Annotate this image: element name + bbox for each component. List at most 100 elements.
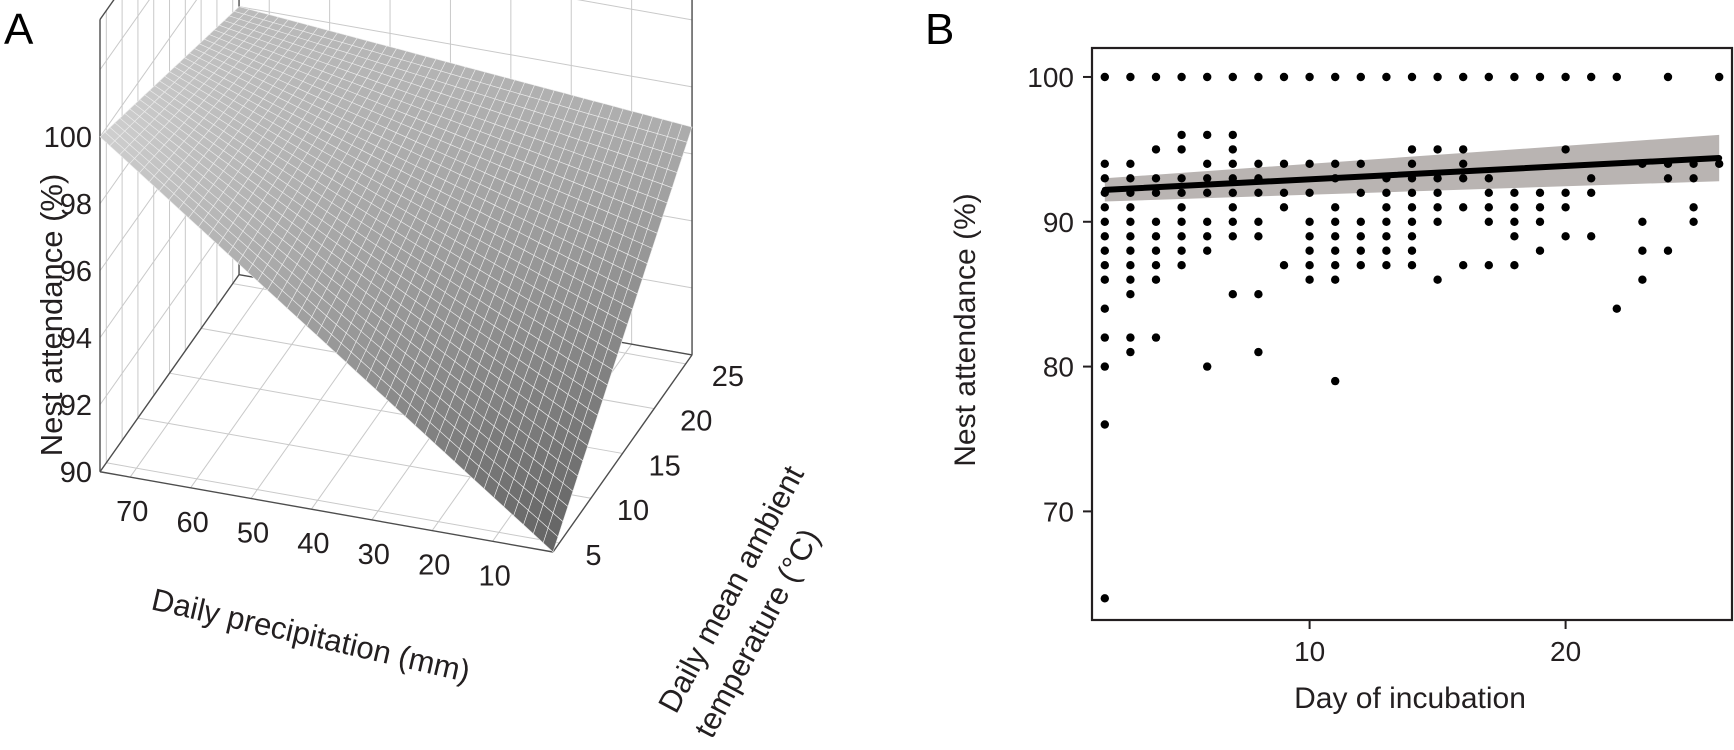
data-point (1459, 261, 1468, 270)
data-point (1510, 72, 1519, 82)
y-tick-label: 10 (617, 495, 649, 527)
data-point (1228, 217, 1238, 226)
data-point (1151, 275, 1161, 284)
data-point (1254, 188, 1263, 197)
data-point (1433, 203, 1442, 212)
data-point (1715, 72, 1724, 82)
data-point (1254, 347, 1263, 357)
data-point (1305, 188, 1314, 197)
data-point (1382, 188, 1391, 197)
data-point (1356, 188, 1366, 197)
data-point (1126, 232, 1135, 241)
x-tick-label: 70 (116, 496, 148, 528)
data-point (1254, 72, 1263, 82)
data-point (1151, 333, 1161, 342)
data-point (1407, 217, 1417, 226)
data-point (1484, 203, 1494, 212)
panel-b-letter: B (925, 5, 954, 54)
data-point (1689, 217, 1698, 226)
data-point (1279, 72, 1289, 82)
floor-gridline (129, 279, 270, 478)
data-point (1126, 159, 1135, 168)
x-tick-label: 10 (478, 560, 510, 592)
panel-a-z-axis-label: Nest attendance (%) (34, 174, 69, 457)
z-tick-label: 96 (60, 256, 92, 288)
data-point (1177, 188, 1186, 197)
data-point (1407, 72, 1417, 82)
panel-a-surface (99, 6, 693, 553)
data-point (1203, 232, 1212, 241)
data-point (1407, 246, 1417, 255)
data-point (1254, 159, 1263, 168)
data-point (1100, 217, 1110, 226)
x-tick-label: 10 (1294, 636, 1325, 667)
data-point (1203, 174, 1212, 183)
data-point (1100, 304, 1110, 313)
data-point (1100, 333, 1110, 342)
z-tick-label: 92 (60, 390, 92, 422)
data-point (1638, 275, 1647, 284)
data-point (1407, 203, 1417, 212)
data-point (1100, 420, 1110, 429)
data-point (1459, 72, 1468, 82)
side-wall-gridline (238, 6, 693, 88)
data-point (1459, 159, 1468, 168)
data-point (1228, 159, 1238, 168)
data-point (1382, 72, 1391, 82)
data-point (1459, 174, 1468, 183)
data-point (1510, 217, 1519, 226)
data-point (1177, 72, 1186, 82)
data-point (1100, 275, 1110, 284)
box-edge (99, 471, 554, 553)
data-point (1331, 376, 1340, 386)
data-point (1126, 246, 1135, 255)
data-point (1279, 261, 1289, 270)
data-point (1561, 203, 1570, 212)
data-point (1689, 174, 1698, 183)
data-point (1151, 261, 1161, 270)
data-point (1100, 159, 1110, 168)
data-point (1484, 261, 1494, 270)
data-point (1228, 72, 1238, 82)
data-point (1715, 159, 1724, 168)
panel-a-letter: A (4, 5, 34, 54)
panel-b-scatter: B 70 80 90 100 10 20 Nest attendance (%) Day … (925, 5, 1734, 715)
data-point (1382, 261, 1391, 270)
data-point (1382, 203, 1391, 212)
data-point (1561, 232, 1570, 241)
data-point (1203, 362, 1212, 371)
regression-line (1101, 155, 1723, 193)
data-point (1126, 333, 1135, 342)
z-tick-label: 100 (44, 122, 92, 154)
data-point (1407, 145, 1417, 154)
data-point (1254, 217, 1263, 226)
data-point (1331, 261, 1340, 270)
x-tick-label: 40 (297, 528, 329, 560)
y-tick-label: 5 (585, 540, 601, 572)
data-point (1407, 188, 1417, 197)
data-point (1177, 261, 1186, 270)
data-point (1126, 275, 1135, 284)
floor-gridline (106, 462, 560, 544)
data-point (1254, 232, 1263, 241)
data-point (1382, 232, 1391, 241)
data-point (1331, 246, 1340, 255)
panel-a-x-axis-label: Daily precipitation (mm) (148, 582, 473, 689)
panel-b-x-axis-label: Day of incubation (1294, 682, 1526, 715)
y-tick-label: 25 (712, 361, 744, 393)
data-point (1228, 203, 1238, 212)
data-point (1407, 159, 1417, 168)
panel-b-points (1100, 72, 1724, 603)
data-point (1356, 232, 1366, 241)
data-point (1228, 145, 1238, 154)
back-wall-gridline (99, 0, 198, 138)
z-tick-label: 98 (60, 189, 92, 221)
data-point (1151, 232, 1161, 241)
box-edge (99, 274, 240, 473)
x-tick-label: 20 (418, 550, 450, 582)
data-point (1203, 159, 1212, 168)
data-point (1587, 188, 1596, 197)
data-point (1177, 130, 1186, 140)
